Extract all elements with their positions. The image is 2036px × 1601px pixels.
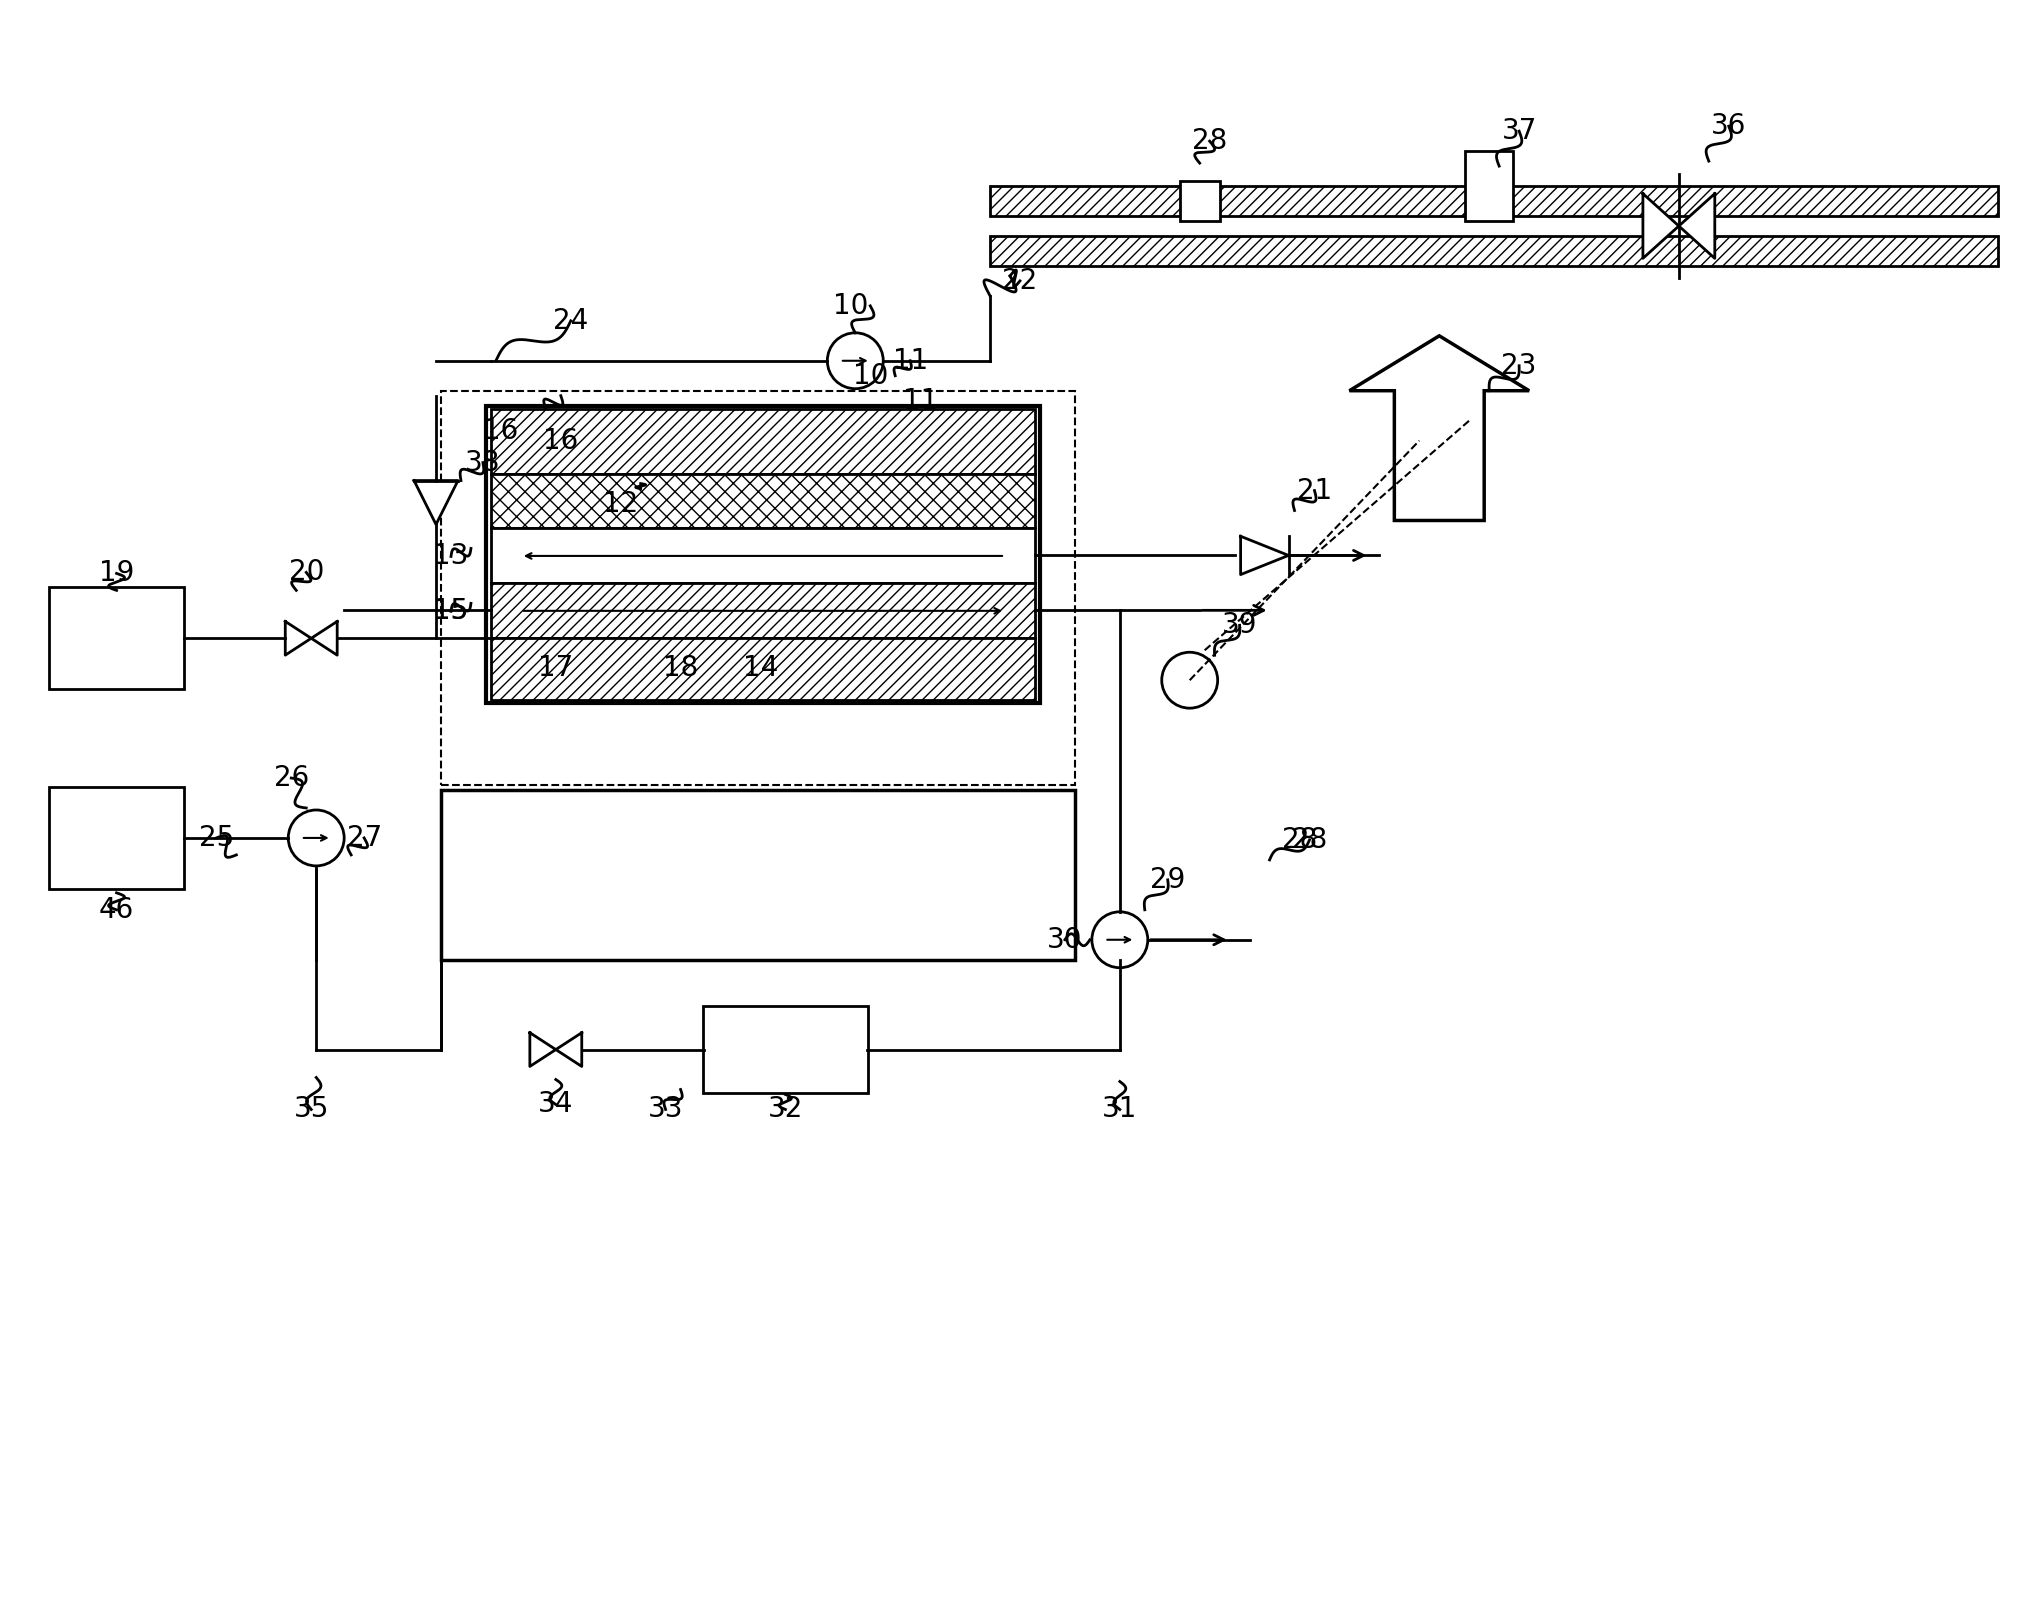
Text: 36: 36: [1710, 112, 1747, 141]
Circle shape: [827, 333, 884, 389]
Text: 28: 28: [1283, 826, 1317, 853]
Bar: [1466, 150, 1513, 221]
Text: 46: 46: [100, 897, 134, 924]
Bar: [491, 528, 1034, 583]
Bar: [702, 1005, 867, 1093]
Text: 31: 31: [1101, 1095, 1138, 1124]
Bar: [49, 588, 183, 688]
Bar: [49, 788, 183, 889]
Text: 39: 39: [1222, 612, 1258, 639]
Text: 10: 10: [833, 291, 867, 320]
Circle shape: [1163, 652, 1218, 708]
Bar: [442, 789, 1075, 959]
Polygon shape: [1680, 194, 1714, 258]
Bar: [491, 474, 1034, 528]
Polygon shape: [1643, 194, 1680, 258]
Text: 34: 34: [538, 1090, 574, 1119]
Bar: [1179, 181, 1220, 221]
Text: 14: 14: [743, 655, 778, 682]
Text: 11: 11: [902, 387, 939, 415]
Bar: [491, 583, 1034, 639]
Polygon shape: [285, 621, 312, 655]
Text: 15: 15: [434, 597, 468, 626]
Text: 15: 15: [434, 597, 468, 626]
Text: 22: 22: [1002, 267, 1038, 295]
Polygon shape: [529, 1033, 556, 1066]
Bar: [491, 408, 1034, 474]
Polygon shape: [556, 1033, 582, 1066]
Text: 10: 10: [853, 362, 888, 389]
Text: 24: 24: [554, 307, 588, 335]
Text: 35: 35: [293, 1095, 330, 1124]
Text: 30: 30: [1047, 925, 1083, 954]
Text: 28: 28: [1293, 826, 1327, 853]
Text: 23: 23: [1501, 352, 1537, 379]
Text: 16: 16: [483, 416, 519, 445]
Polygon shape: [312, 621, 338, 655]
Text: 20: 20: [289, 559, 324, 586]
Polygon shape: [1350, 336, 1529, 520]
Text: 26: 26: [273, 764, 309, 792]
Bar: [487, 405, 1040, 703]
Polygon shape: [413, 480, 458, 525]
Text: 16: 16: [544, 426, 578, 455]
Text: 28: 28: [1191, 126, 1228, 155]
Text: 17: 17: [538, 655, 574, 682]
Text: 12: 12: [603, 490, 639, 517]
Text: 25: 25: [200, 825, 234, 852]
Text: 38: 38: [466, 448, 501, 477]
Circle shape: [1091, 913, 1148, 967]
Text: 37: 37: [1501, 117, 1537, 146]
Text: 33: 33: [647, 1095, 684, 1124]
Text: 32: 32: [768, 1095, 802, 1124]
Polygon shape: [1240, 536, 1289, 575]
Text: 18: 18: [664, 655, 698, 682]
Text: 19: 19: [100, 559, 134, 588]
Text: 27: 27: [346, 825, 383, 852]
Bar: [491, 639, 1034, 700]
Text: 21: 21: [1297, 477, 1332, 504]
Text: 29: 29: [1150, 866, 1185, 893]
Bar: [442, 391, 1075, 784]
Text: 13: 13: [434, 543, 468, 570]
Bar: [989, 235, 1997, 266]
Circle shape: [289, 810, 344, 866]
Bar: [989, 186, 1997, 216]
Text: 11: 11: [892, 347, 928, 375]
